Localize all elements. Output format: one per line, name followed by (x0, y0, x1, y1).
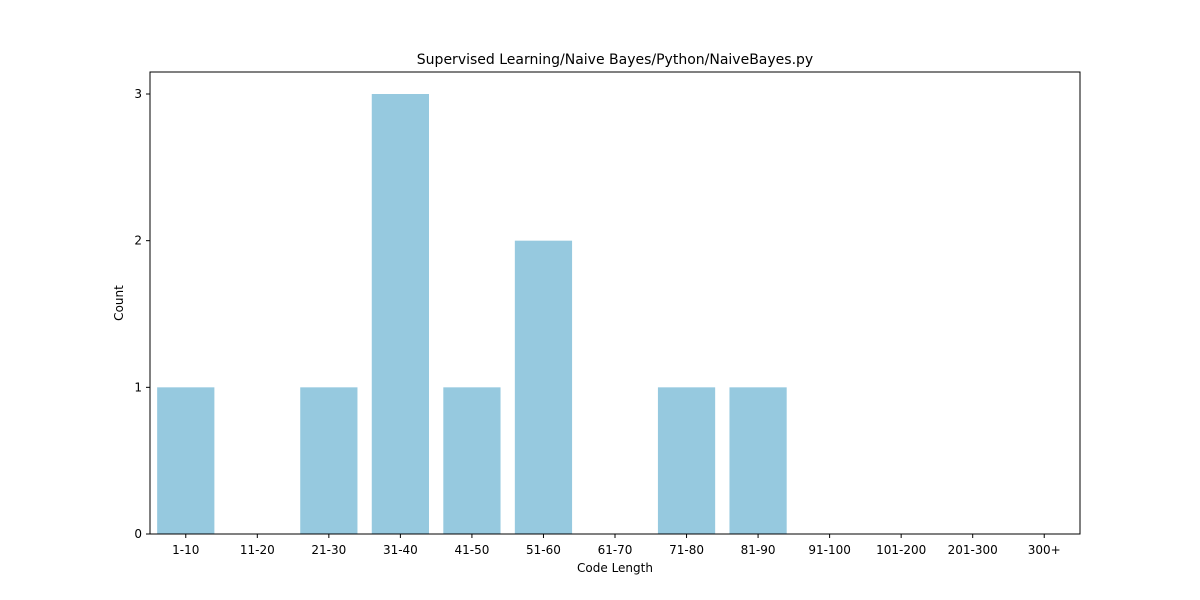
bar-71-80 (657, 387, 716, 534)
x-axis-ticks: 1-10 11-20 21-30 31-40 41-50 51-60 61-70 71-80 8… (172, 534, 1061, 557)
x-tick-label: 31-40 (383, 543, 418, 557)
plot-frame (149, 71, 1081, 535)
y-tick-label: 2 (134, 234, 142, 248)
x-tick-label: 21-30 (311, 543, 346, 557)
bar-21-30 (300, 387, 358, 534)
x-tick-label: 101-200 (876, 543, 926, 557)
bar-1-10 (157, 387, 215, 534)
y-tick-label: 3 (134, 87, 142, 101)
y-axis-label: Count (112, 285, 126, 321)
x-tick-label: 201-300 (948, 543, 998, 557)
x-tick-label: 61-70 (598, 543, 633, 557)
bars-group (157, 94, 787, 534)
y-tick-label: 0 (134, 527, 142, 541)
y-axis-ticks: 0 1 2 3 (134, 87, 150, 541)
x-tick-label: 81-90 (741, 543, 776, 557)
bar-31-40 (371, 94, 429, 534)
x-tick-label: 91-100 (808, 543, 851, 557)
x-tick-label: 1-10 (172, 543, 199, 557)
bar-51-60 (514, 240, 573, 534)
x-tick-label: 300+ (1028, 543, 1061, 557)
x-tick-label: 11-20 (240, 543, 275, 557)
y-tick-label: 1 (134, 380, 142, 394)
x-tick-label: 51-60 (526, 543, 561, 557)
x-axis-label: Code Length (577, 561, 653, 575)
bar-41-50 (443, 387, 501, 534)
x-tick-label: 71-80 (669, 543, 704, 557)
chart-title: Supervised Learning/Naive Bayes/Python/N… (417, 52, 813, 68)
x-tick-label: 41-50 (454, 543, 489, 557)
bar-81-90 (729, 387, 787, 534)
